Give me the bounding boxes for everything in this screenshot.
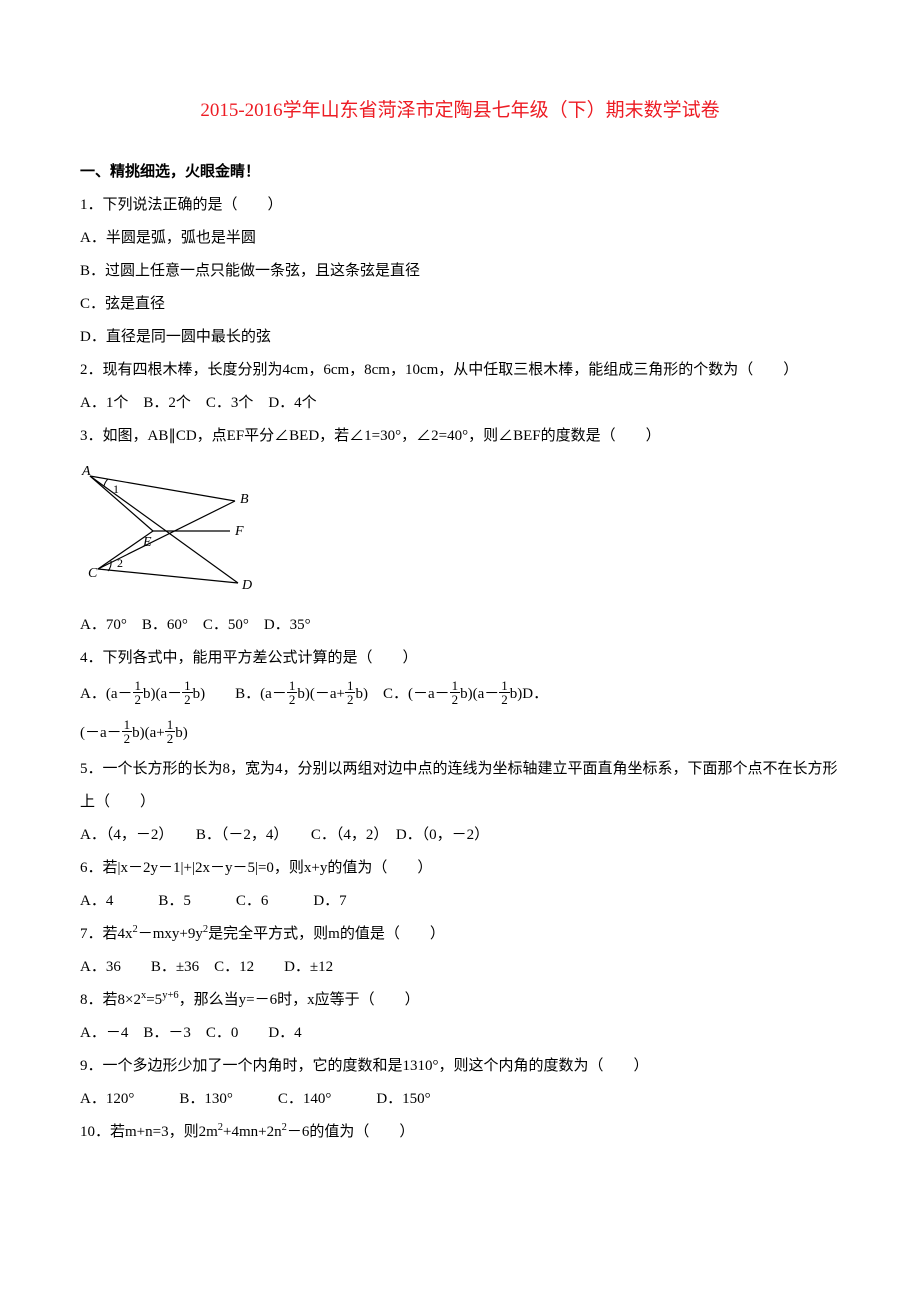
q4-c2: b)(a－ bbox=[460, 686, 499, 702]
q1-opt-c: C．弦是直径 bbox=[80, 288, 840, 321]
frac-icon: 12 bbox=[182, 679, 193, 706]
frac-icon: 12 bbox=[133, 679, 144, 706]
q4-d1: (－a－ bbox=[80, 725, 122, 741]
q4-b2: b)(－a+ bbox=[297, 686, 345, 702]
q3-text: 3．如图，AB∥CD，点EF平分∠BED，若∠1=30°，∠2=40°，则∠BE… bbox=[80, 420, 840, 453]
q2-opts: A．1个 B．2个 C．3个 D．4个 bbox=[80, 387, 840, 420]
label-b: B bbox=[240, 492, 249, 507]
q4-opts-line2: (－a－12b)(a+12b) bbox=[80, 714, 840, 753]
q1-opt-d: D．直径是同一圆中最长的弦 bbox=[80, 321, 840, 354]
q4-a-prefix: A． bbox=[80, 686, 106, 702]
q4-b3: b) bbox=[355, 686, 368, 702]
section-1-header: 一、精挑细选，火眼金睛！ bbox=[80, 156, 840, 189]
label-e: E bbox=[142, 535, 152, 550]
q4-d3: b) bbox=[175, 725, 188, 741]
label-f: F bbox=[234, 524, 244, 539]
q1-opt-a: A．半圆是弧，弧也是半圆 bbox=[80, 222, 840, 255]
label-d: D bbox=[241, 578, 252, 593]
q10-text: 10．若m+n=3，则2m2+4mn+2n2－6的值为（ ） bbox=[80, 1116, 840, 1149]
frac-icon: 12 bbox=[165, 718, 176, 745]
question-2: 2．现有四根木棒，长度分别为4cm，6cm，8cm，10cm，从中任取三根木棒，… bbox=[80, 354, 840, 420]
q4-b-prefix: B． bbox=[205, 686, 260, 702]
q4-c-prefix: C． bbox=[368, 686, 408, 702]
q7-opts: A．36 B．±36 C．12 D．±12 bbox=[80, 951, 840, 984]
q3-opts: A．70° B．60° C．50° D．35° bbox=[80, 609, 840, 642]
question-1: 1．下列说法正确的是（ ） A．半圆是弧，弧也是半圆 B．过圆上任意一点只能做一… bbox=[80, 189, 840, 354]
q9-opts: A．120° B．130° C．140° D．150° bbox=[80, 1083, 840, 1116]
question-9: 9．一个多边形少加了一个内角时，它的度数和是1310°，则这个内角的度数为（ ）… bbox=[80, 1050, 840, 1116]
question-7: 7．若4x2－mxy+9y2是完全平方式，则m的值是（ ） A．36 B．±36… bbox=[80, 918, 840, 984]
frac-icon: 12 bbox=[450, 679, 461, 706]
question-8: 8．若8×2x=5y+6，那么当y=－6时，x应等于（ ） A．－4 B．－3 … bbox=[80, 984, 840, 1050]
q7-text: 7．若4x2－mxy+9y2是完全平方式，则m的值是（ ） bbox=[80, 918, 840, 951]
q6-text: 6．若|x－2y－1|+|2x－y－5|=0，则x+y的值为（ ） bbox=[80, 852, 840, 885]
q4-a1: (a－ bbox=[106, 686, 133, 702]
q5-opts: A．（4，－2） B．（－2，4） C．（4，2） D．（0，－2） bbox=[80, 819, 840, 852]
q1-opt-b: B．过圆上任意一点只能做一条弦，且这条弦是直径 bbox=[80, 255, 840, 288]
q1-text: 1．下列说法正确的是（ ） bbox=[80, 189, 840, 222]
frac-icon: 12 bbox=[499, 679, 510, 706]
q4-c1: (－a－ bbox=[408, 686, 450, 702]
question-3: 3．如图，AB∥CD，点EF平分∠BED，若∠1=30°，∠2=40°，则∠BE… bbox=[80, 420, 840, 642]
label-angle2: 2 bbox=[117, 556, 123, 570]
q3-diagram: A B C D E F 1 2 bbox=[80, 461, 840, 601]
question-6: 6．若|x－2y－1|+|2x－y－5|=0，则x+y的值为（ ） A．4 B．… bbox=[80, 852, 840, 918]
frac-icon: 12 bbox=[287, 679, 298, 706]
q2-text: 2．现有四根木棒，长度分别为4cm，6cm，8cm，10cm，从中任取三根木棒，… bbox=[80, 354, 840, 387]
exam-title: 2015-2016学年山东省菏泽市定陶县七年级（下）期末数学试卷 bbox=[80, 90, 840, 132]
q8-text: 8．若8×2x=5y+6，那么当y=－6时，x应等于（ ） bbox=[80, 984, 840, 1017]
q4-b1: (a－ bbox=[260, 686, 287, 702]
label-a: A bbox=[81, 464, 91, 479]
q6-opts: A．4 B．5 C．6 D．7 bbox=[80, 885, 840, 918]
label-c: C bbox=[88, 566, 98, 581]
q5-text: 5．一个长方形的长为8，宽为4，分别以两组对边中点的连线为坐标轴建立平面直角坐标… bbox=[80, 753, 840, 819]
q8-opts: A．－4 B．－3 C．0 D．4 bbox=[80, 1017, 840, 1050]
question-5: 5．一个长方形的长为8，宽为4，分别以两组对边中点的连线为坐标轴建立平面直角坐标… bbox=[80, 753, 840, 852]
q9-text: 9．一个多边形少加了一个内角时，它的度数和是1310°，则这个内角的度数为（ ） bbox=[80, 1050, 840, 1083]
q4-text: 4．下列各式中，能用平方差公式计算的是（ ） bbox=[80, 642, 840, 675]
q4-c3: b) bbox=[510, 686, 523, 702]
q4-d-suffix: D． bbox=[522, 686, 548, 702]
q4-a2: b)(a－ bbox=[143, 686, 182, 702]
q4-opts-line1: A．(a－12b)(a－12b) B．(a－12b)(－a+12b) C．(－a… bbox=[80, 675, 840, 714]
q4-d2: b)(a+ bbox=[132, 725, 165, 741]
frac-icon: 12 bbox=[345, 679, 356, 706]
question-10: 10．若m+n=3，则2m2+4mn+2n2－6的值为（ ） bbox=[80, 1116, 840, 1149]
label-angle1: 1 bbox=[113, 482, 119, 496]
question-4: 4．下列各式中，能用平方差公式计算的是（ ） A．(a－12b)(a－12b) … bbox=[80, 642, 840, 753]
q4-a3: b) bbox=[193, 686, 206, 702]
frac-icon: 12 bbox=[122, 718, 133, 745]
